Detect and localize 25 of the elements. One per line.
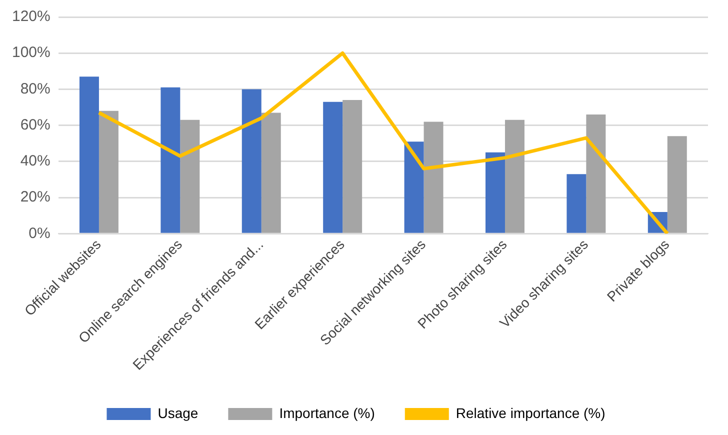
y-tick-label: 20% [20,188,50,206]
y-tick-label: 100% [12,44,50,62]
bar [404,142,424,233]
bar [667,136,687,233]
y-tick-label: 80% [20,80,50,98]
bar [160,87,180,233]
bar [242,89,262,233]
bar [98,110,118,233]
bar [323,102,343,233]
legend-label: Relative importance (%) [456,404,606,421]
bar [180,120,200,233]
bar [79,76,99,233]
legend-label: Importance (%) [279,404,375,421]
y-tick-label: 40% [20,152,50,170]
y-tick-label: 0% [28,224,50,242]
bar [486,152,505,233]
bar [342,100,362,233]
legend-label: Usage [158,404,198,421]
bar [424,122,444,233]
bar [586,114,606,233]
bar [566,174,586,233]
y-tick-label: 120% [12,8,50,26]
bar [504,120,524,233]
y-tick-label: 60% [20,116,50,134]
bar [261,112,281,233]
